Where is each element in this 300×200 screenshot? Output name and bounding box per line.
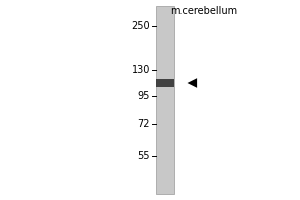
- Bar: [156, 6, 174, 194]
- Text: 130: 130: [132, 65, 150, 75]
- Bar: [156, 79, 174, 87]
- Text: 55: 55: [137, 151, 150, 161]
- Text: 250: 250: [131, 21, 150, 31]
- Polygon shape: [188, 78, 197, 88]
- Text: 95: 95: [138, 91, 150, 101]
- Text: m.cerebellum: m.cerebellum: [170, 6, 238, 16]
- Text: 72: 72: [137, 119, 150, 129]
